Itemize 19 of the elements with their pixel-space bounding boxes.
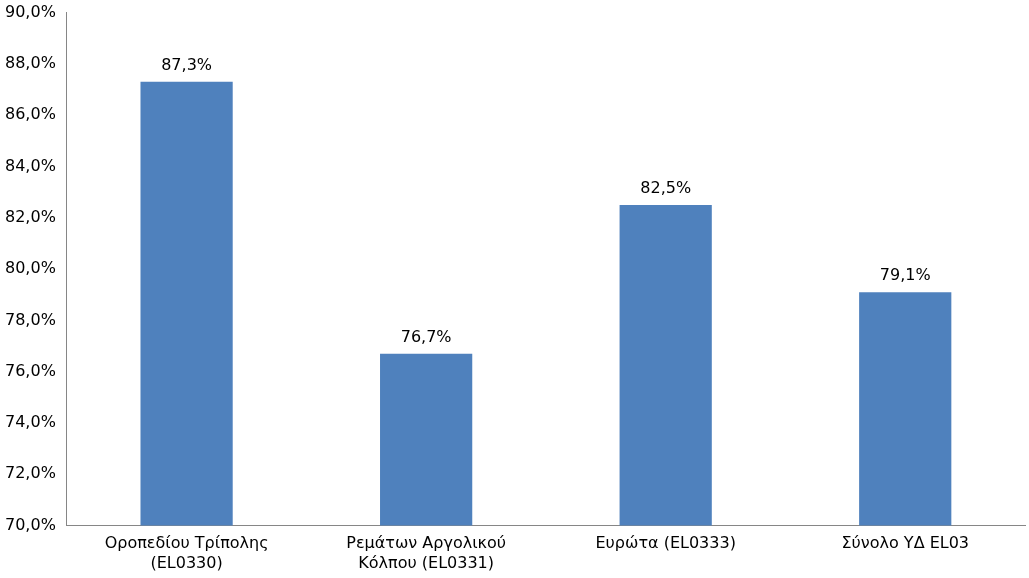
y-tick-label: 70,0% bbox=[5, 514, 56, 534]
x-tick-label: Σύνολο ΥΔ EL03 bbox=[841, 533, 970, 553]
x-tick-label: Οροπεδίου Τρίπολης (EL0330) bbox=[104, 533, 269, 572]
data-label: 79,1% bbox=[879, 265, 931, 285]
y-tick-label: 74,0% bbox=[5, 412, 56, 432]
y-tick-label: 78,0% bbox=[5, 309, 56, 329]
x-tick-label: Ρεμάτων Αργολικού Κόλπου (EL0331) bbox=[346, 533, 507, 572]
y-tick-label: 90,0% bbox=[5, 1, 56, 21]
y-tick-label: 80,0% bbox=[5, 258, 56, 278]
data-label: 87,3% bbox=[161, 55, 213, 75]
data-label: 76,7% bbox=[400, 326, 452, 346]
y-tick-label: 86,0% bbox=[5, 104, 56, 124]
y-tick-label: 84,0% bbox=[5, 155, 56, 175]
y-tick-label: 76,0% bbox=[5, 360, 56, 380]
y-tick-label: 82,0% bbox=[5, 206, 56, 226]
x-tick-label: Ευρώτα (EL0333) bbox=[595, 533, 736, 553]
y-tick-label: 72,0% bbox=[5, 463, 56, 483]
y-tick-label: 88,0% bbox=[5, 53, 56, 73]
data-label: 82,5% bbox=[640, 178, 692, 198]
